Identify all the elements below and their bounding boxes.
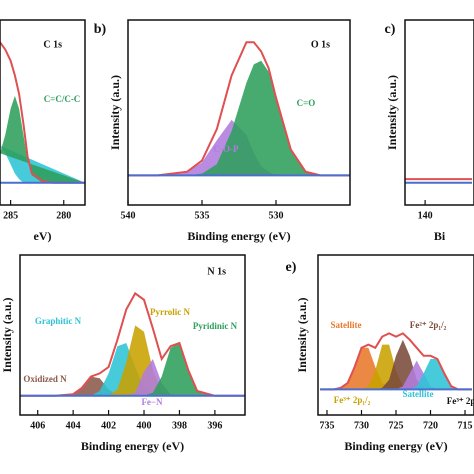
component-peak bbox=[320, 359, 472, 390]
x-tick-label: 535 bbox=[195, 210, 210, 221]
x-tick-label: 285 bbox=[3, 210, 18, 221]
plot-frame bbox=[0, 19, 86, 206]
plot-area bbox=[320, 332, 472, 391]
plot-area bbox=[0, 41, 85, 184]
plot-area bbox=[405, 178, 472, 184]
y-axis-label: Intensity (a.u.) bbox=[108, 75, 122, 150]
fit-line bbox=[320, 332, 472, 391]
x-tick-label: 715 bbox=[458, 420, 473, 431]
plot-area bbox=[128, 41, 350, 177]
x-tick-label: 730 bbox=[354, 420, 369, 431]
x-axis-label: Binding energy (eV) bbox=[81, 439, 184, 453]
panel-label: c) bbox=[385, 22, 396, 37]
x-tick-label: 406 bbox=[30, 420, 45, 431]
peak-label: Pyrrolic N bbox=[150, 307, 191, 317]
x-tick-label: 396 bbox=[207, 420, 222, 431]
x-tick-label: 725 bbox=[389, 420, 404, 431]
component-peak bbox=[320, 339, 472, 390]
component-peak bbox=[0, 95, 85, 183]
fit-line bbox=[20, 291, 245, 397]
peak-label: C-O-P bbox=[214, 144, 239, 154]
panel-label: e) bbox=[286, 260, 297, 275]
x-axis-label: eV) bbox=[34, 229, 52, 243]
plot-frame bbox=[19, 254, 246, 416]
y-axis-label: Intensity (a.u.) bbox=[0, 297, 14, 372]
region-label: N 1s bbox=[207, 266, 226, 277]
plot-frame bbox=[317, 254, 474, 416]
region-label: O 1s bbox=[311, 39, 330, 50]
x-axis-label: Bi bbox=[434, 229, 446, 243]
peak-label: C=O bbox=[297, 98, 316, 108]
region-label: C 1s bbox=[43, 39, 62, 50]
component-peak bbox=[20, 343, 245, 396]
annotation: Fe³⁺ 2p₃/₂ bbox=[447, 396, 474, 406]
x-tick-label: 140 bbox=[418, 210, 433, 221]
peak-label: C=C/C-C bbox=[44, 94, 81, 104]
component-peak bbox=[20, 325, 245, 396]
peak-label: Graphitic N bbox=[35, 316, 82, 326]
x-tick-label: 720 bbox=[423, 420, 438, 431]
plot-area bbox=[20, 291, 245, 397]
peak-label: Pyridinic N bbox=[193, 321, 238, 331]
y-axis-label: Intensity (a.u.) bbox=[385, 75, 399, 150]
peak-label: Fe³⁺ 2p₁/₂ bbox=[334, 395, 371, 405]
plot-frame bbox=[127, 19, 351, 206]
x-tick-label: 735 bbox=[319, 420, 334, 431]
y-axis-label: Intensity (a.u.) bbox=[295, 297, 309, 372]
peak-label: Fe²⁺ 2p₁/₂ bbox=[410, 320, 447, 330]
x-axis-label: Binding energy (eV) bbox=[187, 229, 290, 243]
panel-label: b) bbox=[94, 22, 107, 37]
x-tick-label: 530 bbox=[269, 210, 284, 221]
x-tick-label: 540 bbox=[121, 210, 136, 221]
peak-label: Fe−N bbox=[141, 397, 163, 407]
x-tick-label: 280 bbox=[56, 210, 71, 221]
plot-frame bbox=[404, 19, 474, 206]
component-peak bbox=[128, 60, 350, 176]
x-tick-label: 398 bbox=[172, 420, 187, 431]
fit-line bbox=[128, 41, 350, 177]
peak-label: Oxidized N bbox=[23, 374, 67, 384]
x-axis-label: Binding energy (eV) bbox=[344, 439, 447, 453]
peak-label: Satellite bbox=[331, 320, 362, 330]
x-tick-label: 400 bbox=[137, 420, 152, 431]
x-tick-label: 402 bbox=[101, 420, 116, 431]
peak-label: Satellite bbox=[403, 389, 434, 399]
x-tick-label: 404 bbox=[66, 420, 81, 431]
